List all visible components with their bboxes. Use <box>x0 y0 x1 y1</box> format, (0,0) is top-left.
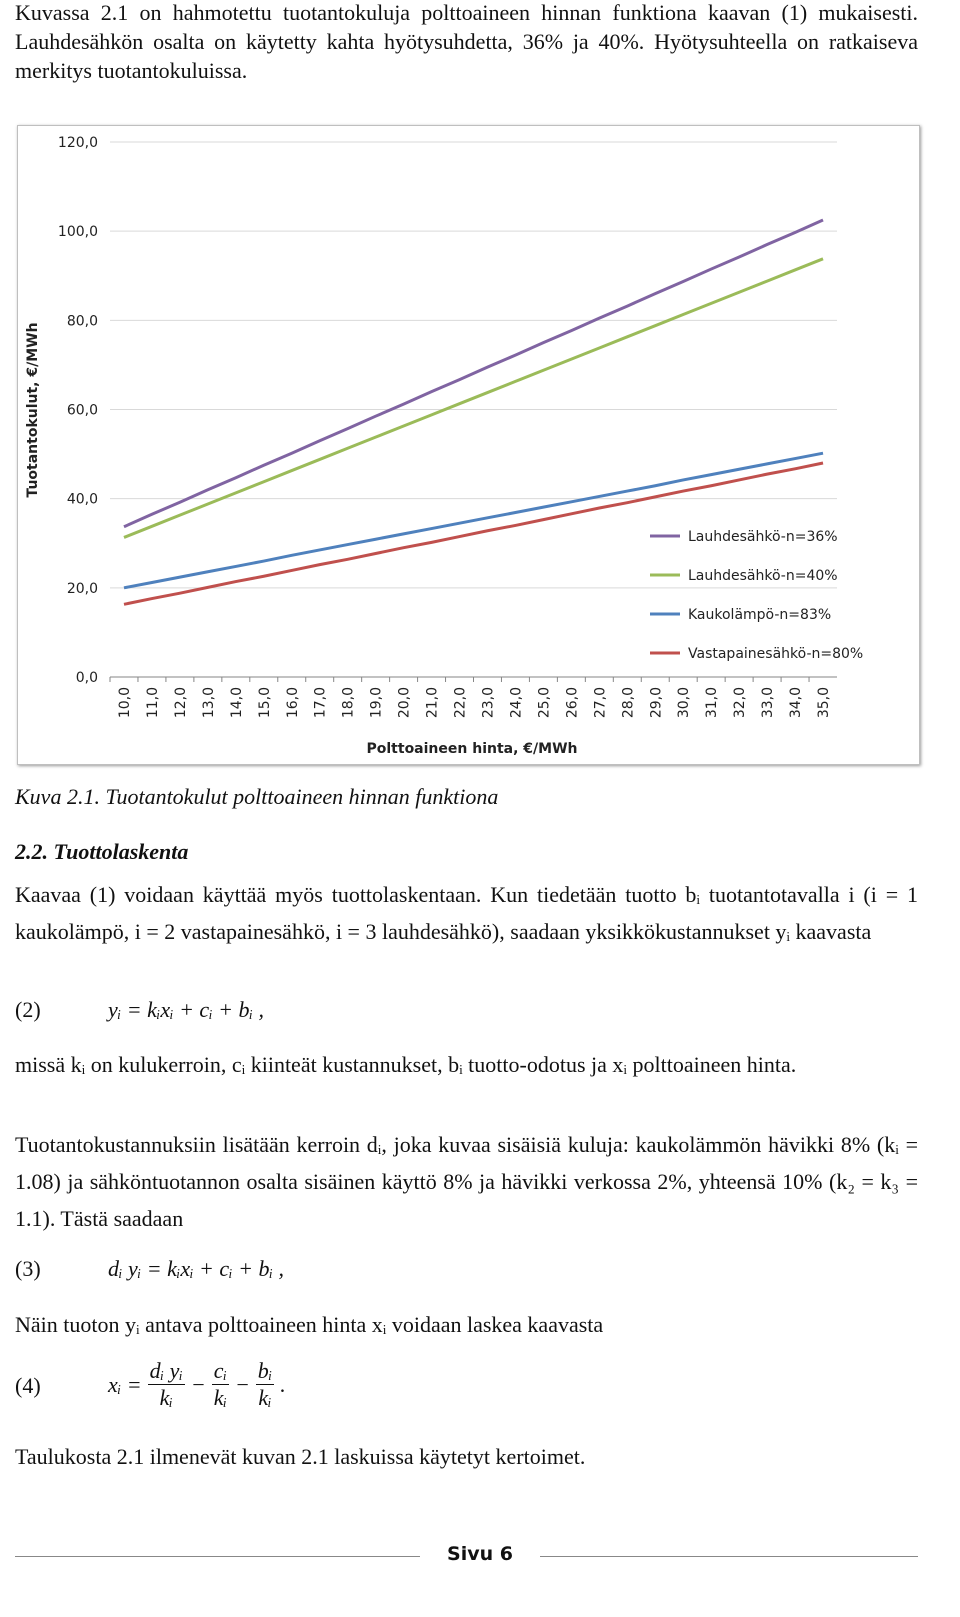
y-tick-label: 0,0 <box>76 670 98 686</box>
y-tick-label: 80,0 <box>67 313 98 329</box>
series-line <box>123 218 824 529</box>
equation-number: (3) <box>15 1256 41 1281</box>
x-tick-label: 16,0 <box>285 687 301 718</box>
x-tick-label: 12,0 <box>173 687 189 718</box>
y-tick-label: 120,0 <box>58 135 98 151</box>
paragraph: Tuotantokustannuksiin lisätään kerroin d… <box>15 1132 918 1231</box>
x-tick-label: 33,0 <box>760 687 776 718</box>
equation: dᵢ yᵢ = kᵢxᵢ + cᵢ + bᵢ , <box>108 1256 284 1281</box>
x-tick-label: 29,0 <box>648 687 664 718</box>
series-line <box>123 257 824 539</box>
x-tick-label: 20,0 <box>397 687 413 718</box>
y-tick-label: 100,0 <box>58 224 98 240</box>
equation-number: (2) <box>15 997 41 1022</box>
equation: yᵢ = kᵢxᵢ + cᵢ + bᵢ , <box>108 997 264 1022</box>
numerator: dᵢ yᵢ <box>147 1358 185 1385</box>
x-tick-label: 25,0 <box>536 687 552 718</box>
x-tick-label: 18,0 <box>341 687 357 718</box>
page-number: Sivu 6 <box>420 1543 540 1565</box>
legend-label: Lauhdesähkö-n=40% <box>688 568 838 584</box>
series-line <box>123 451 824 590</box>
x-tick-label: 32,0 <box>732 687 748 718</box>
x-tick-label: 15,0 <box>257 687 273 718</box>
fraction: cᵢ kᵢ <box>211 1358 229 1411</box>
x-tick-label: 31,0 <box>704 687 720 718</box>
equation-number: (4) <box>15 1373 41 1398</box>
x-tick-label: 34,0 <box>788 687 804 718</box>
y-axis-title: Tuotantokulut, €/MWh <box>25 322 41 497</box>
numerator: bᵢ <box>255 1358 275 1385</box>
x-tick-label: 21,0 <box>425 687 441 718</box>
legend-label: Vastapainesähkö-n=80% <box>688 646 863 662</box>
heading: 2.2. Tuottolaskenta <box>15 839 189 864</box>
numerator: cᵢ <box>211 1358 229 1385</box>
x-tick-label: 10,0 <box>117 687 133 718</box>
paragraph: missä kᵢ on kulukerroin, cᵢ kiinteät kus… <box>15 1052 797 1077</box>
x-tick-label: 22,0 <box>453 687 469 718</box>
equation: xᵢ = dᵢ yᵢ kᵢ − cᵢ kᵢ − bᵢ kᵢ. <box>108 1358 286 1411</box>
x-tick-label: 35,0 <box>816 687 832 718</box>
x-tick-label: 23,0 <box>480 687 496 718</box>
x-tick-label: 19,0 <box>369 687 385 718</box>
operator: − <box>234 1371 250 1397</box>
paragraph: Taulukosta 2.1 ilmenevät kuvan 2.1 lasku… <box>15 1444 586 1469</box>
denominator: kᵢ <box>258 1385 272 1410</box>
x-tick-label: 13,0 <box>201 687 217 718</box>
x-tick-label: 24,0 <box>508 687 524 718</box>
y-tick-label: 40,0 <box>67 492 98 508</box>
equation-end: . <box>280 1371 286 1397</box>
x-tick-label: 17,0 <box>313 687 329 718</box>
fraction: dᵢ yᵢ kᵢ <box>147 1358 185 1411</box>
x-tick-label: 28,0 <box>620 687 636 718</box>
legend-label: Kaukolämpö-n=83% <box>688 607 831 623</box>
caption: Kuva 2.1. Tuotantokulut polttoaineen hin… <box>15 784 499 809</box>
y-tick-label: 20,0 <box>67 581 98 597</box>
series-line <box>123 461 824 606</box>
denominator: kᵢ <box>213 1385 227 1410</box>
denominator: kᵢ <box>159 1385 173 1410</box>
intro: Kuvassa 2.1 on hahmotettu tuotantokuluja… <box>15 0 918 83</box>
paragraph: Kaavaa (1) voidaan käyttää myös tuottola… <box>15 882 918 944</box>
chart: Tuotantokulut, €/MWh Polttoaineen hinta,… <box>17 125 920 765</box>
x-tick-label: 14,0 <box>229 687 245 718</box>
x-tick-label: 30,0 <box>676 687 692 718</box>
equation-lhs: xᵢ = <box>108 1371 142 1397</box>
chart-frame <box>17 125 920 765</box>
y-tick-label: 60,0 <box>67 403 98 419</box>
x-axis-title: Polttoaineen hinta, €/MWh <box>367 741 578 757</box>
operator: − <box>190 1371 206 1397</box>
legend-label: Lauhdesähkö-n=36% <box>688 529 838 545</box>
fraction: bᵢ kᵢ <box>255 1358 275 1411</box>
x-tick-label: 11,0 <box>145 687 161 718</box>
x-tick-label: 26,0 <box>564 687 580 718</box>
x-tick-label: 27,0 <box>592 687 608 718</box>
paragraph: Näin tuoton yᵢ antava polttoaineen hinta… <box>15 1312 604 1337</box>
